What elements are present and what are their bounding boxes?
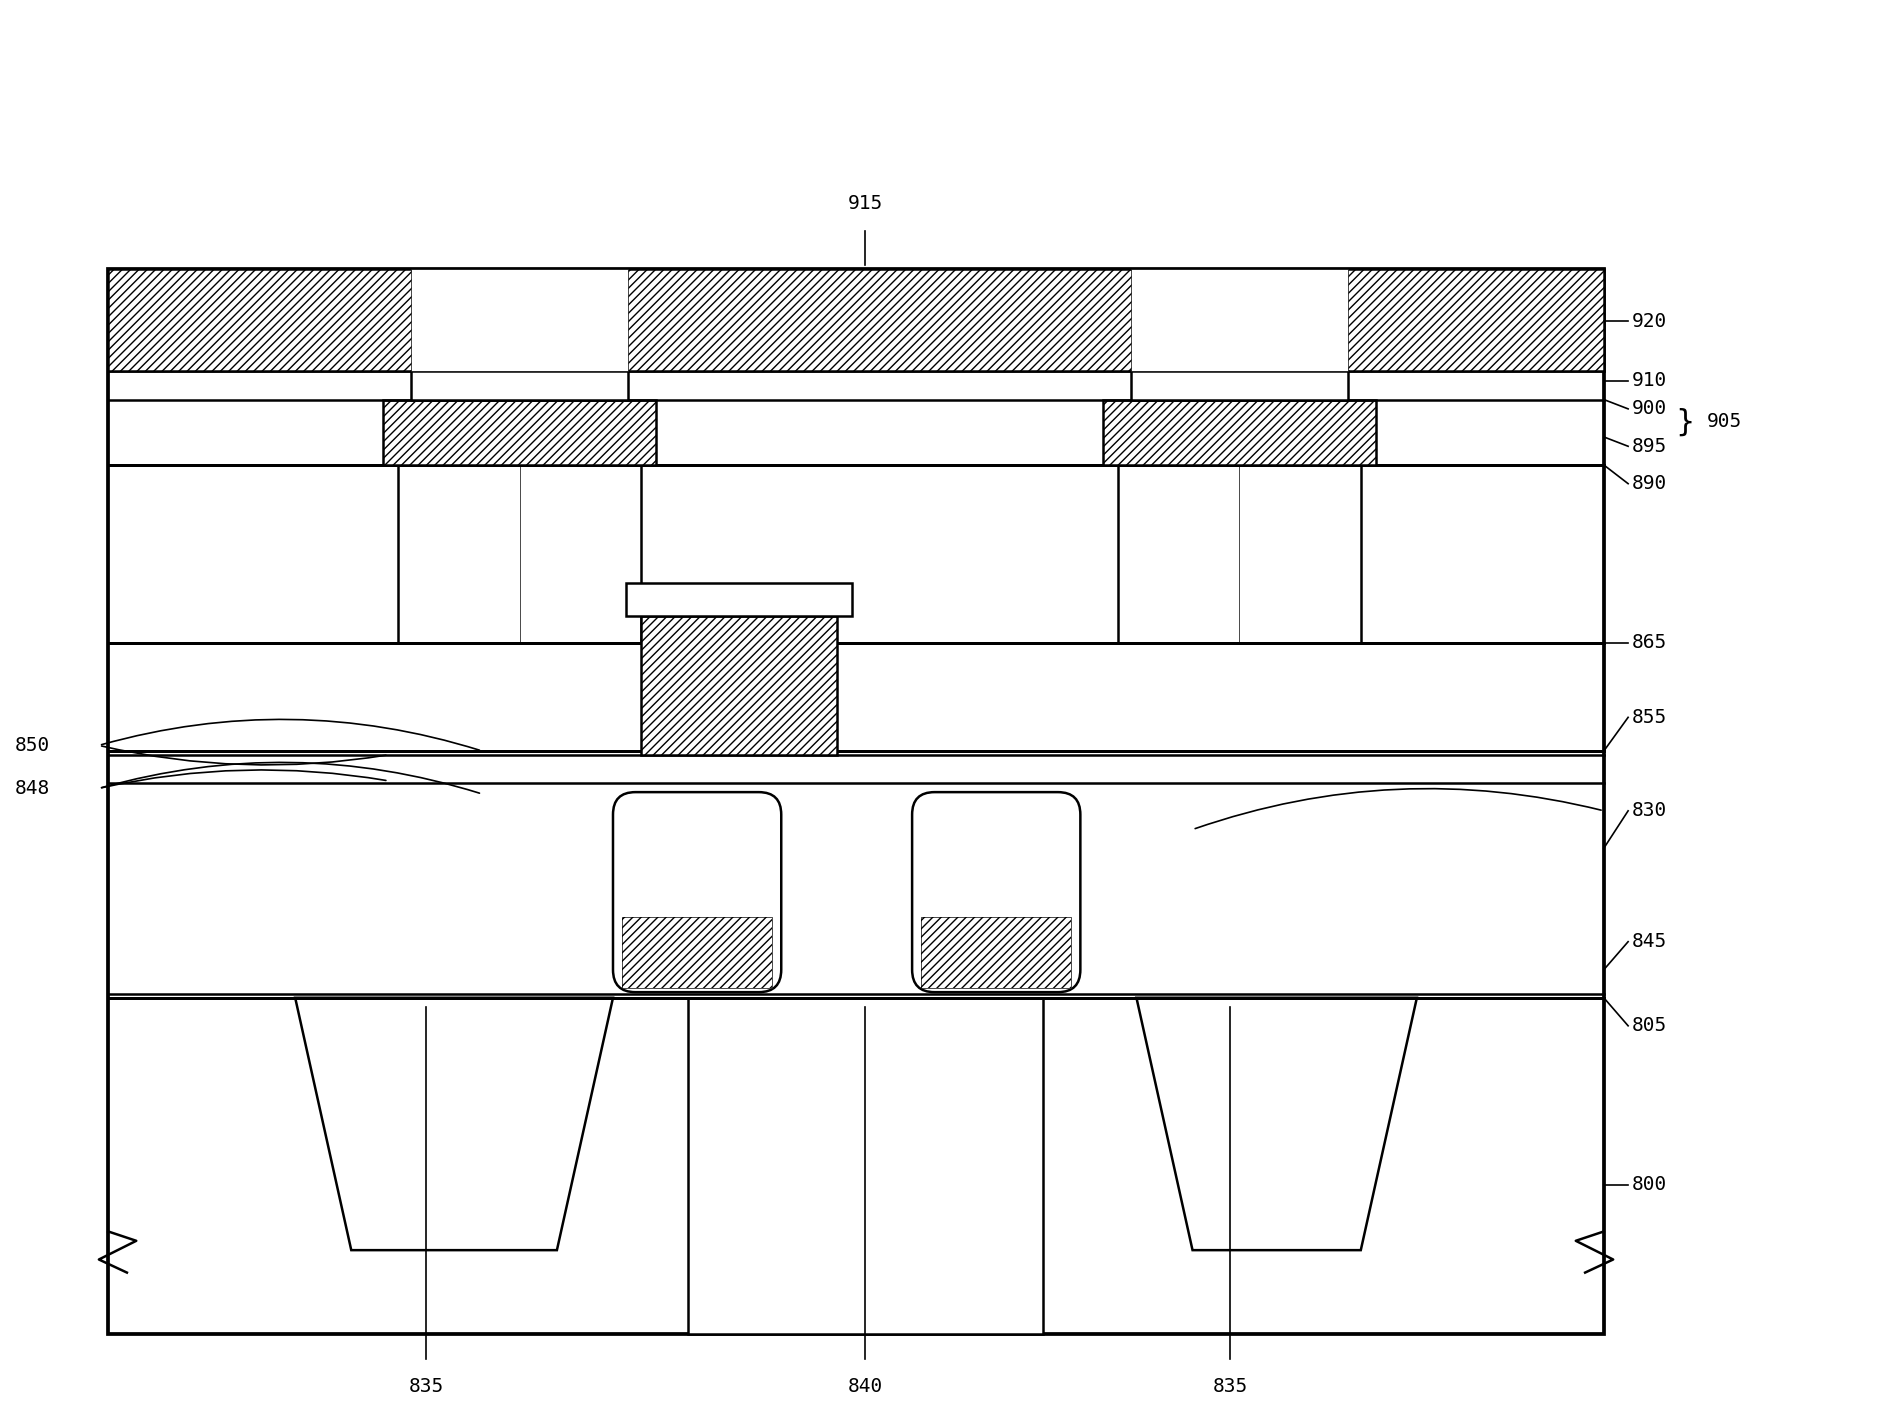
- Text: 835: 835: [408, 1378, 444, 1396]
- Bar: [410, 371, 628, 399]
- Text: 835: 835: [1211, 1378, 1247, 1396]
- FancyBboxPatch shape: [911, 792, 1080, 993]
- Bar: [383, 399, 655, 464]
- Bar: [921, 918, 1070, 988]
- Polygon shape: [1135, 998, 1416, 1250]
- Text: 920: 920: [1630, 312, 1666, 330]
- Bar: [921, 918, 1070, 988]
- Text: 895: 895: [1630, 436, 1666, 456]
- Bar: [399, 464, 642, 643]
- FancyBboxPatch shape: [613, 792, 780, 993]
- Text: 900: 900: [1630, 399, 1666, 418]
- Bar: [642, 616, 837, 755]
- Text: 905: 905: [1706, 412, 1740, 432]
- Text: }: }: [1674, 408, 1693, 436]
- Text: 910: 910: [1630, 371, 1666, 391]
- Bar: [410, 269, 628, 371]
- Bar: [1103, 399, 1374, 464]
- Bar: [1129, 371, 1348, 399]
- Text: 865: 865: [1630, 633, 1666, 653]
- Text: 855: 855: [1630, 708, 1666, 726]
- Bar: [623, 918, 771, 988]
- Bar: [383, 399, 655, 464]
- Bar: [108, 269, 1604, 1334]
- Text: 915: 915: [847, 194, 883, 212]
- Text: 830: 830: [1630, 801, 1666, 820]
- Bar: [1103, 399, 1374, 464]
- Text: 840: 840: [847, 1378, 883, 1396]
- Text: 848: 848: [15, 779, 49, 797]
- Bar: [108, 269, 1604, 371]
- Text: 890: 890: [1630, 474, 1666, 493]
- Text: 805: 805: [1630, 1017, 1666, 1035]
- Text: 850: 850: [15, 736, 49, 755]
- Bar: [1129, 269, 1348, 371]
- Bar: [108, 269, 1604, 371]
- Bar: [626, 583, 852, 616]
- Text: 845: 845: [1630, 932, 1666, 952]
- Bar: [623, 918, 771, 988]
- Bar: [1118, 464, 1361, 643]
- Polygon shape: [687, 998, 1042, 1334]
- Text: 800: 800: [1630, 1175, 1666, 1194]
- Polygon shape: [294, 998, 613, 1250]
- Bar: [642, 616, 837, 755]
